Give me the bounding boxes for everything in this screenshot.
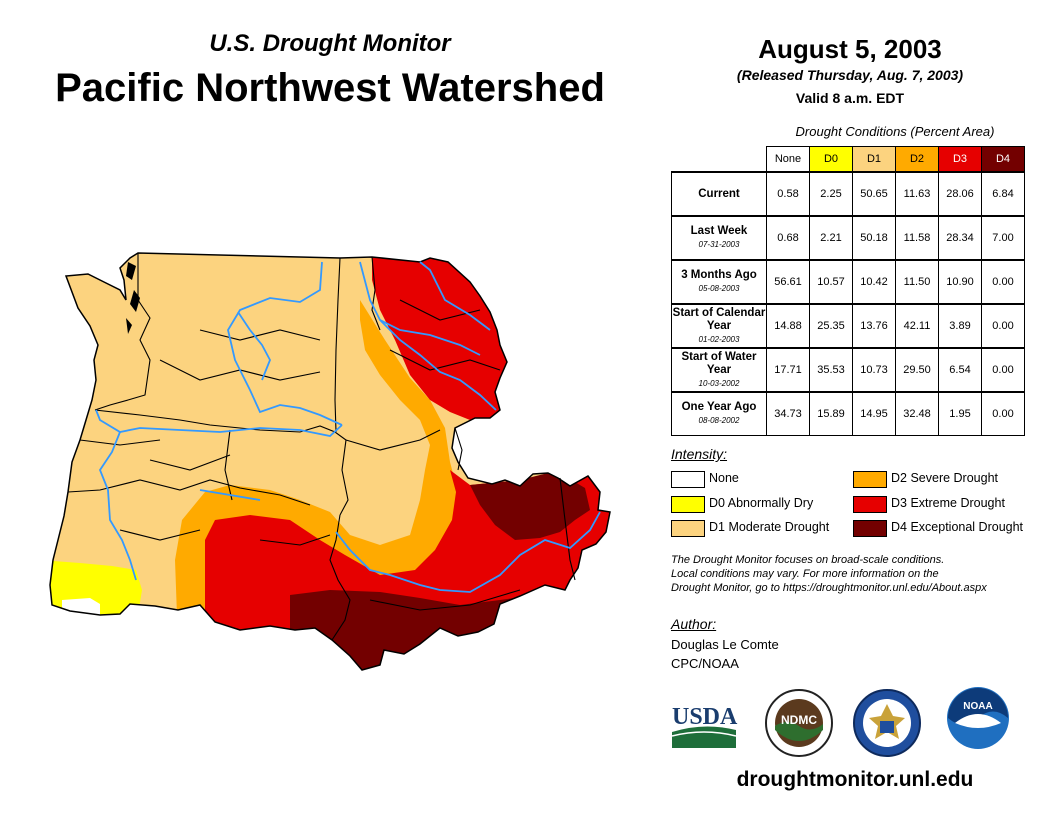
cell-value: 42.11 <box>895 303 939 349</box>
cell-value: 17.71 <box>766 347 810 393</box>
row-label: 3 Months Ago 05-08-2003 <box>671 259 767 305</box>
legend-label: D4 Exceptional Drought <box>891 520 1024 534</box>
map-date: August 5, 2003 <box>758 34 942 64</box>
col-header-d2: D2 <box>895 146 939 173</box>
valid-time: Valid 8 a.m. EDT <box>795 90 905 106</box>
legend-label: D1 Moderate Drought <box>709 520 830 534</box>
table-row: Start of Calendar Year 01-02-2003 14.88 2… <box>671 303 1025 349</box>
cell-value: 0.00 <box>981 259 1025 305</box>
cell-value: 0.00 <box>981 303 1025 349</box>
map-subtitle: U.S. Drought Monitor <box>209 30 451 57</box>
table-corner <box>672 147 767 173</box>
table-row: Start of Water Year 10-03-2002 17.71 35.5… <box>671 347 1025 393</box>
cell-value: 0.00 <box>981 391 1025 436</box>
cell-value: 28.34 <box>938 215 982 261</box>
table-row: 3 Months Ago 05-08-2003 56.61 10.57 10.42… <box>671 259 1025 305</box>
map-title: Pacific Northwest Watershed <box>55 66 605 110</box>
cell-value: 13.76 <box>852 303 896 349</box>
table-row: Current 0.58 2.25 50.65 11.63 28.06 6.84 <box>671 171 1025 217</box>
author-name: Douglas Le Comte <box>671 637 779 652</box>
table-caption: Drought Conditions (Percent Area) <box>795 124 995 139</box>
cell-value: 50.65 <box>852 171 896 217</box>
legend-label: D3 Extreme Drought <box>891 496 1005 510</box>
row-label: One Year Ago 08-08-2002 <box>671 391 767 436</box>
cell-value: 10.90 <box>938 259 982 305</box>
col-header-none: None <box>766 146 810 173</box>
author-heading: Author: <box>671 616 717 632</box>
boundary-lines <box>67 253 576 641</box>
cell-value: 0.68 <box>766 215 810 261</box>
cell-value: 10.73 <box>852 347 896 393</box>
legend-label: D0 Abnormally Dry <box>709 496 814 510</box>
svg-text:NOAA: NOAA <box>963 701 992 712</box>
cell-value: 2.21 <box>809 215 853 261</box>
cell-value: 32.48 <box>895 391 939 436</box>
table-row: Last Week 07-31-2003 0.68 2.21 50.18 11.5… <box>671 215 1025 261</box>
legend-swatch <box>853 496 887 513</box>
col-header-d3: D3 <box>938 146 982 173</box>
row-label: Start of Calendar Year 01-02-2003 <box>671 303 767 349</box>
cell-value: 50.18 <box>852 215 896 261</box>
col-header-d1: D1 <box>852 146 896 173</box>
islands <box>126 262 140 334</box>
cell-value: 10.57 <box>809 259 853 305</box>
legend-heading: Intensity: <box>671 446 728 462</box>
table-row: One Year Ago 08-08-2002 34.73 15.89 14.95… <box>671 391 1025 436</box>
no-drought-area <box>62 598 100 620</box>
table-header-row: None D0 D1 D2 D3 D4 <box>672 146 1025 173</box>
legend-label: None <box>709 471 739 485</box>
footer-url[interactable]: droughtmonitor.unl.edu <box>736 768 974 791</box>
legend-swatch <box>853 520 887 537</box>
cell-value: 15.89 <box>809 391 853 436</box>
region-outline <box>49 252 611 671</box>
drought-conditions-table: None D0 D1 D2 D3 D4 Current 0.58 2.25 50… <box>671 146 1025 436</box>
cell-value: 0.58 <box>766 171 810 217</box>
ndmc-logo-icon: NDMC <box>765 689 833 757</box>
cell-value: 14.95 <box>852 391 896 436</box>
col-header-d0: D0 <box>809 146 853 173</box>
cell-value: 35.53 <box>809 347 853 393</box>
cell-value: 11.63 <box>895 171 939 217</box>
cell-value: 10.42 <box>852 259 896 305</box>
cell-value: 11.58 <box>895 215 939 261</box>
row-label: Current <box>671 171 767 217</box>
cell-value: 6.84 <box>981 171 1025 217</box>
row-label: Start of Water Year 10-03-2002 <box>671 347 767 393</box>
legend-swatch <box>853 471 887 488</box>
cell-value: 29.50 <box>895 347 939 393</box>
cell-value: 14.88 <box>766 303 810 349</box>
cell-value: 7.00 <box>981 215 1025 261</box>
cell-value: 1.95 <box>938 391 982 436</box>
drought-map <box>49 252 611 671</box>
cell-value: 0.00 <box>981 347 1025 393</box>
commerce-seal-icon <box>853 689 921 757</box>
cell-value: 25.35 <box>809 303 853 349</box>
rivers <box>95 261 601 593</box>
cell-value: 28.06 <box>938 171 982 217</box>
legend-swatch <box>671 471 705 488</box>
cell-value: 56.61 <box>766 259 810 305</box>
noaa-logo-icon: NOAA <box>947 687 1009 749</box>
d4-area-east <box>470 473 590 540</box>
svg-text:USDA: USDA <box>672 704 738 730</box>
usda-logo-icon: USDA <box>671 704 738 748</box>
svg-text:NDMC: NDMC <box>781 713 817 727</box>
legend-swatch <box>671 496 705 513</box>
legend-label: D2 Severe Drought <box>891 471 999 485</box>
row-label: Last Week 07-31-2003 <box>671 215 767 261</box>
cell-value: 6.54 <box>938 347 982 393</box>
author-org: CPC/NOAA <box>671 656 739 671</box>
cell-value: 11.50 <box>895 259 939 305</box>
release-date: (Released Thursday, Aug. 7, 2003) <box>736 67 964 83</box>
legend-swatch <box>671 520 705 537</box>
cell-value: 2.25 <box>809 171 853 217</box>
col-header-d4: D4 <box>981 146 1025 173</box>
cell-value: 34.73 <box>766 391 810 436</box>
disclaimer-note: The Drought Monitor focuses on broad-sca… <box>671 554 987 594</box>
cell-value: 3.89 <box>938 303 982 349</box>
